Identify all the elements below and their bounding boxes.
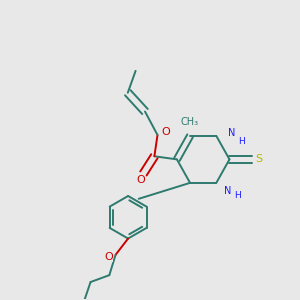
Text: S: S — [255, 154, 262, 164]
Text: H: H — [234, 191, 241, 200]
Text: O: O — [161, 127, 170, 137]
Text: N: N — [224, 186, 232, 196]
Text: O: O — [136, 175, 145, 185]
Text: CH₃: CH₃ — [181, 117, 199, 127]
Text: N: N — [228, 128, 236, 138]
Text: H: H — [238, 137, 245, 146]
Text: O: O — [104, 252, 113, 262]
